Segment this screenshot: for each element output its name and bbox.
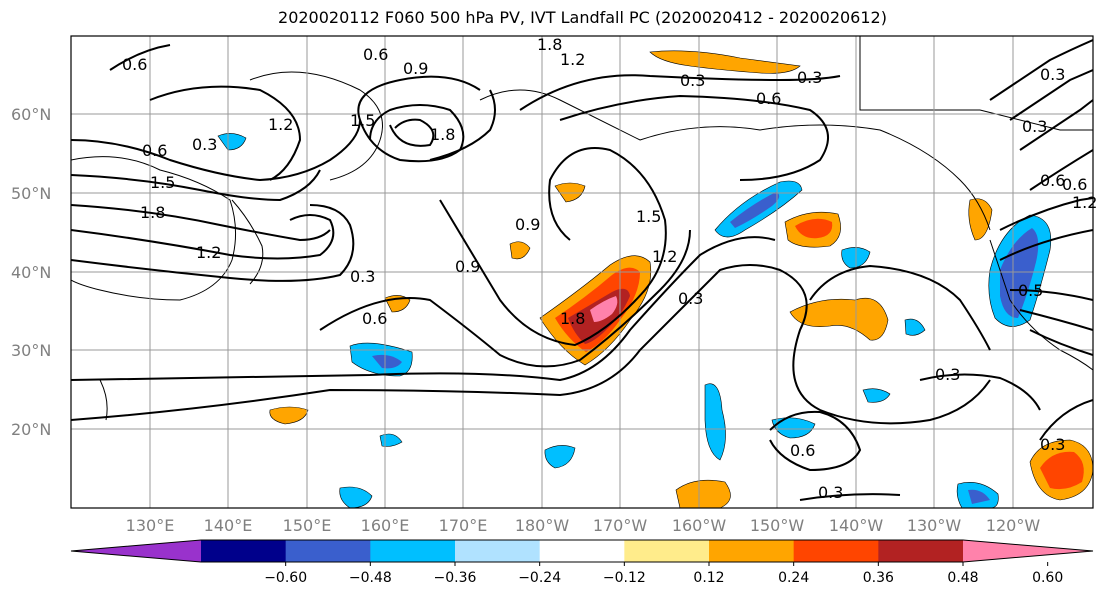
contour-label: 0.6: [756, 89, 781, 108]
map-frame: [70, 35, 1094, 509]
contour-label: 1.5: [636, 207, 661, 226]
contour-label: 0.3: [1022, 117, 1047, 136]
latitude-labels: 60°N 50°N 40°N 30°N 20°N: [11, 105, 51, 439]
contour-label: 0.6: [790, 441, 815, 460]
contour-label: 1.8: [140, 203, 165, 222]
coastlines: [71, 36, 1093, 421]
lon-label: 170°W: [593, 516, 648, 535]
lon-label: 160°W: [672, 516, 727, 535]
colorbar-extend-high: [963, 540, 1093, 562]
map-title: 2020020112 F060 500 hPa PV, IVT Landfall…: [278, 8, 887, 27]
colorbar: −0.60 −0.48 −0.36 −0.24 −0.12 0.12 0.24 0.36 0.4…: [70, 539, 1094, 586]
longitude-labels: 130°E 140°E 150°E 160°E 170°E 180°W 170°…: [126, 516, 1041, 535]
lon-label: 140°E: [204, 516, 253, 535]
contour-label: 0.3: [1040, 65, 1065, 84]
contour-label: 0.3: [797, 68, 822, 87]
contour-label: 1.2: [560, 50, 585, 69]
contour-label: 0.5: [1018, 281, 1043, 300]
contour-label: 0.9: [455, 257, 480, 276]
lon-label: 170°E: [439, 516, 488, 535]
contour-label: 0.3: [678, 289, 703, 308]
colorbar-tick-label: 0.12: [693, 570, 724, 586]
contour-label: 0.3: [350, 267, 375, 286]
contour-label: 0.6: [142, 141, 167, 160]
lon-label: 180°W: [515, 516, 570, 535]
contour-label: 0.6: [362, 309, 387, 328]
lat-label: 30°N: [11, 341, 51, 360]
contour-label: 0.3: [935, 365, 960, 384]
colorbar-tick-label: 0.36: [863, 570, 894, 586]
contour-label: 1.2: [1072, 193, 1097, 212]
colorbar-segment: [539, 540, 625, 562]
graticule: [71, 36, 1093, 508]
lat-label: 20°N: [11, 420, 51, 439]
colorbar-segment: [793, 540, 879, 562]
lon-label: 160°E: [361, 516, 410, 535]
contour-label: 0.6: [1062, 175, 1087, 194]
contour-label: 0.6: [122, 55, 147, 74]
contour-label: 0.3: [680, 71, 705, 90]
lon-label: 130°W: [907, 516, 962, 535]
ivt-shading: [217, 50, 1093, 508]
colorbar-segment: [878, 540, 964, 562]
contour-label: 0.9: [515, 215, 540, 234]
lon-label: 130°E: [126, 516, 175, 535]
lat-label: 50°N: [11, 184, 51, 203]
contour-label: 1.2: [652, 247, 677, 266]
contour-label: 0.3: [1040, 435, 1065, 454]
lon-label: 120°W: [986, 516, 1041, 535]
colorbar-segment: [370, 540, 456, 562]
colorbar-tick-label: −0.12: [603, 570, 646, 586]
colorbar-tick-label: 0.48: [947, 570, 978, 586]
colorbar-tick-label: −0.36: [434, 570, 477, 586]
contour-label: 1.2: [196, 243, 221, 262]
contour-labels: 0.6 0.6 0.9 1.8 1.2 0.3 0.3 0.6 0.3 1.2 …: [122, 35, 1097, 502]
lon-label: 150°E: [283, 516, 332, 535]
colorbar-segment: [455, 540, 541, 562]
colorbar-extend-low: [71, 540, 201, 562]
contour-label: 0.3: [192, 135, 217, 154]
colorbar-segment: [201, 540, 287, 562]
colorbar-segment: [709, 540, 795, 562]
lon-label: 150°W: [750, 516, 805, 535]
lat-label: 40°N: [11, 263, 51, 282]
colorbar-outline: [70, 539, 1094, 563]
contour-label: 1.5: [350, 111, 375, 130]
lon-label: 140°W: [829, 516, 884, 535]
colorbar-segment: [285, 540, 371, 562]
contour-label: 1.8: [537, 35, 562, 54]
colorbar-tick-label: −0.24: [518, 570, 561, 586]
colorbar-tick-label: −0.60: [264, 570, 307, 586]
colorbar-segment: [624, 540, 710, 562]
colorbar-tick-label: −0.48: [349, 570, 392, 586]
lat-label: 60°N: [11, 105, 51, 124]
contour-label: 1.8: [430, 125, 455, 144]
colorbar-tick-label: 0.60: [1032, 570, 1063, 586]
contour-label: 0.6: [1040, 171, 1065, 190]
pv-contours: [71, 39, 1093, 501]
colorbar-tick-label: 0.24: [778, 570, 809, 586]
contour-label: 0.6: [363, 45, 388, 64]
contour-label: 1.2: [268, 115, 293, 134]
contour-label: 1.5: [150, 173, 175, 192]
contour-label: 1.8: [560, 309, 585, 328]
contour-label: 0.9: [403, 59, 428, 78]
contour-label: 0.3: [818, 483, 843, 502]
